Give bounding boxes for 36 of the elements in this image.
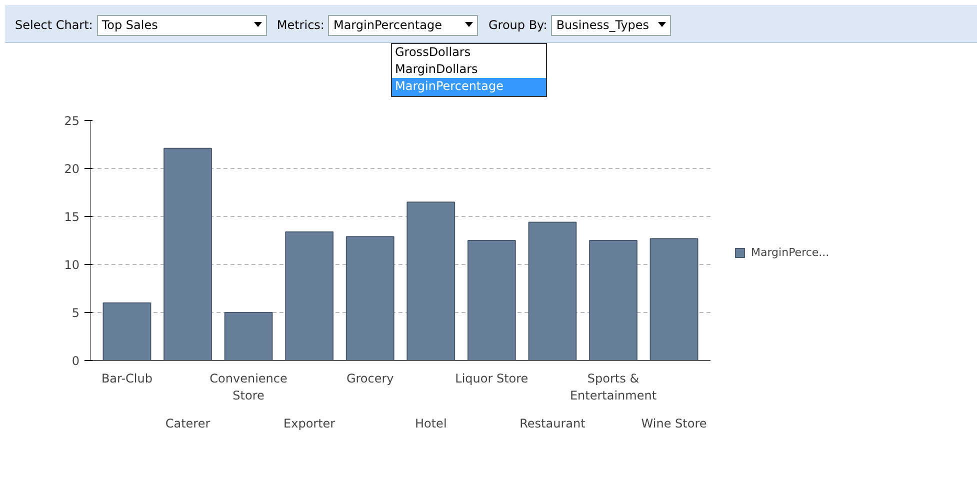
x-tick-label: Liquor Store bbox=[455, 372, 528, 386]
text: Select Chart: bbox=[15, 18, 93, 32]
x-tick-label: Wine Store bbox=[641, 416, 707, 430]
text: Group By: bbox=[488, 18, 548, 32]
bar bbox=[164, 148, 212, 360]
bar bbox=[467, 240, 516, 360]
bar bbox=[406, 202, 456, 360]
y-tick-label: 0 bbox=[72, 354, 80, 368]
x-tick-label: Sports & Entertainment bbox=[570, 372, 657, 402]
bar bbox=[102, 302, 152, 360]
x-tick-label: Restaurant bbox=[520, 416, 586, 430]
y-tick-label: 20 bbox=[64, 162, 80, 176]
bar bbox=[650, 238, 698, 360]
bar bbox=[346, 236, 394, 360]
bar bbox=[285, 231, 334, 360]
text: MarginDollars bbox=[394, 61, 479, 78]
text: MarginPercentage bbox=[328, 15, 478, 36]
text: MarginPercentage bbox=[392, 78, 546, 96]
x-tick-label: Bar-Club bbox=[101, 372, 152, 386]
x-tick-label: Caterer bbox=[165, 416, 210, 430]
x-tick-label: Hotel bbox=[415, 416, 447, 430]
text: Business_Types bbox=[551, 15, 672, 36]
legend-label: MarginPerce... bbox=[751, 245, 830, 261]
text: Metrics: bbox=[276, 18, 324, 32]
y-tick-label: 5 bbox=[72, 306, 80, 320]
y-tick-label: 25 bbox=[64, 114, 80, 128]
y-tick-label: 10 bbox=[64, 258, 80, 272]
bar bbox=[589, 240, 638, 360]
x-tick-label: Exporter bbox=[284, 416, 336, 430]
y-tick-label: 15 bbox=[64, 210, 80, 224]
text: GrossDollars bbox=[394, 44, 472, 62]
bar bbox=[528, 222, 577, 360]
text: Top Sales bbox=[96, 15, 267, 36]
x-tick-label: Grocery bbox=[346, 372, 394, 386]
bar bbox=[224, 312, 273, 360]
x-tick-label: Convenience Store bbox=[210, 372, 288, 402]
